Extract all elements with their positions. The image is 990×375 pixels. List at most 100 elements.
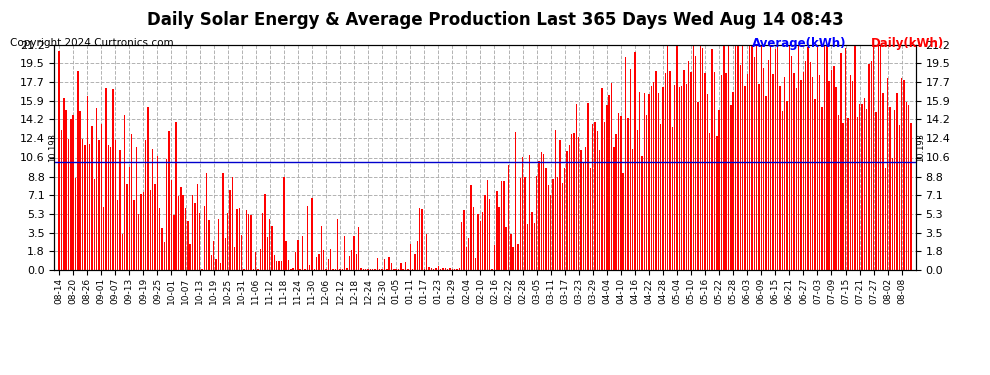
Bar bbox=[180, 187, 181, 270]
Bar bbox=[496, 191, 498, 270]
Bar bbox=[508, 165, 509, 270]
Bar bbox=[841, 53, 842, 270]
Bar bbox=[738, 45, 739, 270]
Bar bbox=[314, 269, 315, 270]
Bar bbox=[660, 124, 661, 270]
Bar bbox=[796, 88, 797, 270]
Bar bbox=[606, 105, 608, 270]
Bar bbox=[831, 70, 833, 270]
Bar bbox=[163, 242, 165, 270]
Bar bbox=[707, 94, 708, 270]
Bar bbox=[369, 269, 371, 270]
Bar bbox=[554, 130, 556, 270]
Bar bbox=[882, 93, 884, 270]
Bar bbox=[510, 234, 512, 270]
Bar bbox=[541, 152, 542, 270]
Bar bbox=[156, 156, 158, 270]
Bar bbox=[798, 45, 800, 270]
Bar bbox=[719, 110, 720, 270]
Bar bbox=[262, 213, 263, 270]
Bar bbox=[671, 127, 673, 270]
Bar bbox=[223, 173, 224, 270]
Bar bbox=[381, 269, 383, 270]
Bar bbox=[337, 219, 339, 270]
Bar bbox=[669, 71, 670, 270]
Bar bbox=[575, 104, 577, 270]
Bar bbox=[145, 140, 147, 270]
Bar bbox=[896, 93, 898, 270]
Bar bbox=[892, 158, 893, 270]
Bar bbox=[433, 269, 435, 270]
Bar bbox=[744, 86, 745, 270]
Bar bbox=[355, 254, 357, 270]
Bar bbox=[220, 263, 222, 270]
Bar bbox=[817, 45, 818, 270]
Bar bbox=[753, 57, 755, 270]
Bar bbox=[168, 131, 170, 270]
Bar bbox=[784, 77, 785, 270]
Bar bbox=[625, 57, 627, 270]
Bar bbox=[477, 214, 479, 270]
Bar bbox=[96, 108, 97, 270]
Bar bbox=[208, 220, 210, 270]
Bar bbox=[143, 192, 145, 270]
Bar bbox=[742, 45, 743, 270]
Bar bbox=[311, 198, 313, 270]
Bar bbox=[288, 260, 289, 270]
Bar bbox=[714, 72, 715, 270]
Bar bbox=[154, 184, 155, 270]
Bar bbox=[908, 105, 910, 270]
Bar bbox=[405, 262, 406, 270]
Bar bbox=[182, 195, 184, 270]
Bar bbox=[77, 71, 78, 270]
Bar bbox=[281, 261, 282, 270]
Bar bbox=[723, 45, 725, 270]
Bar bbox=[227, 213, 229, 270]
Bar bbox=[770, 45, 771, 270]
Bar bbox=[475, 258, 476, 270]
Bar bbox=[758, 84, 759, 270]
Bar bbox=[721, 75, 722, 270]
Bar bbox=[877, 45, 879, 270]
Bar bbox=[623, 173, 624, 270]
Bar bbox=[318, 254, 320, 270]
Bar bbox=[733, 92, 734, 270]
Bar bbox=[110, 147, 111, 270]
Bar bbox=[561, 183, 563, 270]
Bar bbox=[419, 208, 421, 270]
Bar bbox=[122, 234, 123, 270]
Bar bbox=[578, 137, 579, 270]
Bar bbox=[307, 206, 308, 270]
Bar bbox=[529, 154, 531, 270]
Bar bbox=[438, 266, 439, 270]
Bar bbox=[903, 80, 905, 270]
Bar bbox=[271, 226, 273, 270]
Bar bbox=[772, 74, 773, 270]
Bar bbox=[98, 140, 100, 270]
Bar bbox=[789, 45, 790, 270]
Bar bbox=[351, 250, 352, 270]
Bar bbox=[141, 195, 142, 270]
Bar bbox=[295, 252, 296, 270]
Bar bbox=[911, 123, 912, 270]
Bar bbox=[566, 151, 567, 270]
Bar bbox=[609, 95, 610, 270]
Bar bbox=[861, 104, 862, 270]
Bar bbox=[82, 139, 83, 270]
Bar bbox=[443, 268, 444, 270]
Bar bbox=[870, 60, 872, 270]
Bar bbox=[887, 78, 888, 270]
Bar bbox=[244, 269, 245, 270]
Bar bbox=[746, 74, 747, 270]
Bar bbox=[517, 243, 519, 270]
Bar bbox=[491, 269, 493, 270]
Bar bbox=[782, 111, 783, 270]
Bar bbox=[465, 246, 467, 270]
Bar bbox=[211, 255, 212, 270]
Bar bbox=[93, 178, 95, 270]
Bar bbox=[834, 66, 835, 270]
Bar bbox=[407, 269, 409, 270]
Bar bbox=[386, 269, 387, 270]
Bar bbox=[384, 259, 385, 270]
Bar bbox=[117, 200, 119, 270]
